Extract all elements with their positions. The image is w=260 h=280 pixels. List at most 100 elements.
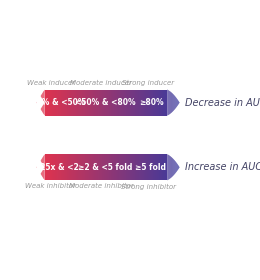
Polygon shape <box>107 154 108 180</box>
Polygon shape <box>159 90 160 116</box>
Polygon shape <box>39 163 40 172</box>
Polygon shape <box>166 90 167 116</box>
Polygon shape <box>41 159 42 176</box>
Polygon shape <box>95 90 96 116</box>
Polygon shape <box>134 154 135 180</box>
Polygon shape <box>178 101 179 105</box>
Polygon shape <box>116 90 117 116</box>
Polygon shape <box>87 154 88 180</box>
Polygon shape <box>68 90 69 116</box>
Polygon shape <box>142 90 143 116</box>
Polygon shape <box>103 154 104 180</box>
Polygon shape <box>76 154 77 180</box>
Polygon shape <box>93 90 94 116</box>
Polygon shape <box>156 90 157 116</box>
Polygon shape <box>172 93 173 112</box>
Polygon shape <box>53 154 54 180</box>
Polygon shape <box>139 90 140 116</box>
Polygon shape <box>70 90 71 116</box>
Polygon shape <box>76 90 77 116</box>
Polygon shape <box>63 90 64 116</box>
Polygon shape <box>126 154 127 180</box>
Polygon shape <box>171 157 172 178</box>
Polygon shape <box>104 154 105 180</box>
Polygon shape <box>37 165 38 170</box>
Polygon shape <box>83 154 84 180</box>
Polygon shape <box>169 91 170 115</box>
Polygon shape <box>59 154 60 180</box>
Polygon shape <box>51 154 52 180</box>
Polygon shape <box>164 154 165 180</box>
Polygon shape <box>58 154 59 180</box>
Polygon shape <box>148 154 149 180</box>
Polygon shape <box>72 154 73 180</box>
Polygon shape <box>171 92 172 113</box>
Polygon shape <box>85 90 86 116</box>
Polygon shape <box>100 154 101 180</box>
Polygon shape <box>58 154 59 180</box>
Polygon shape <box>149 154 150 180</box>
Polygon shape <box>44 154 45 180</box>
Polygon shape <box>152 154 153 180</box>
Polygon shape <box>52 90 53 116</box>
Polygon shape <box>169 155 170 179</box>
Polygon shape <box>150 90 151 116</box>
Polygon shape <box>41 94 42 111</box>
Polygon shape <box>167 154 168 180</box>
Polygon shape <box>87 90 88 116</box>
Polygon shape <box>168 90 169 115</box>
Polygon shape <box>120 154 121 180</box>
Polygon shape <box>52 154 53 180</box>
Polygon shape <box>116 154 117 180</box>
Polygon shape <box>161 154 162 180</box>
Polygon shape <box>54 90 55 116</box>
Polygon shape <box>163 154 164 180</box>
Polygon shape <box>42 157 43 177</box>
Polygon shape <box>55 154 56 180</box>
Polygon shape <box>173 159 174 176</box>
Polygon shape <box>71 90 72 116</box>
Polygon shape <box>94 154 95 180</box>
Polygon shape <box>115 154 116 180</box>
Polygon shape <box>40 96 41 109</box>
Polygon shape <box>50 154 51 180</box>
Text: ≥5 fold: ≥5 fold <box>135 163 166 172</box>
Polygon shape <box>37 100 38 105</box>
Polygon shape <box>39 98 40 107</box>
Polygon shape <box>115 90 116 116</box>
Polygon shape <box>113 90 114 116</box>
Polygon shape <box>160 154 161 180</box>
Polygon shape <box>69 90 70 116</box>
Polygon shape <box>143 154 144 180</box>
Polygon shape <box>66 90 67 116</box>
Polygon shape <box>170 91 171 114</box>
Polygon shape <box>42 93 43 113</box>
Polygon shape <box>128 154 129 180</box>
Polygon shape <box>140 90 141 116</box>
Text: <50% & <80%: <50% & <80% <box>75 98 135 107</box>
Polygon shape <box>144 90 145 116</box>
Polygon shape <box>56 90 57 116</box>
Polygon shape <box>46 154 47 180</box>
Polygon shape <box>136 90 137 116</box>
Polygon shape <box>57 90 58 116</box>
Polygon shape <box>158 90 159 116</box>
Polygon shape <box>136 154 137 180</box>
Polygon shape <box>144 154 145 180</box>
Text: Moderate inhibitor: Moderate inhibitor <box>69 183 133 190</box>
Polygon shape <box>93 154 94 180</box>
Polygon shape <box>65 154 66 180</box>
Polygon shape <box>132 90 133 116</box>
Polygon shape <box>88 90 89 116</box>
Polygon shape <box>95 154 96 180</box>
Polygon shape <box>158 154 159 180</box>
Polygon shape <box>124 90 125 116</box>
Polygon shape <box>122 154 123 180</box>
Polygon shape <box>56 154 57 180</box>
Polygon shape <box>106 154 107 180</box>
Polygon shape <box>145 154 146 180</box>
Polygon shape <box>72 90 73 116</box>
Polygon shape <box>167 90 168 116</box>
Polygon shape <box>74 90 75 116</box>
Polygon shape <box>36 102 37 103</box>
